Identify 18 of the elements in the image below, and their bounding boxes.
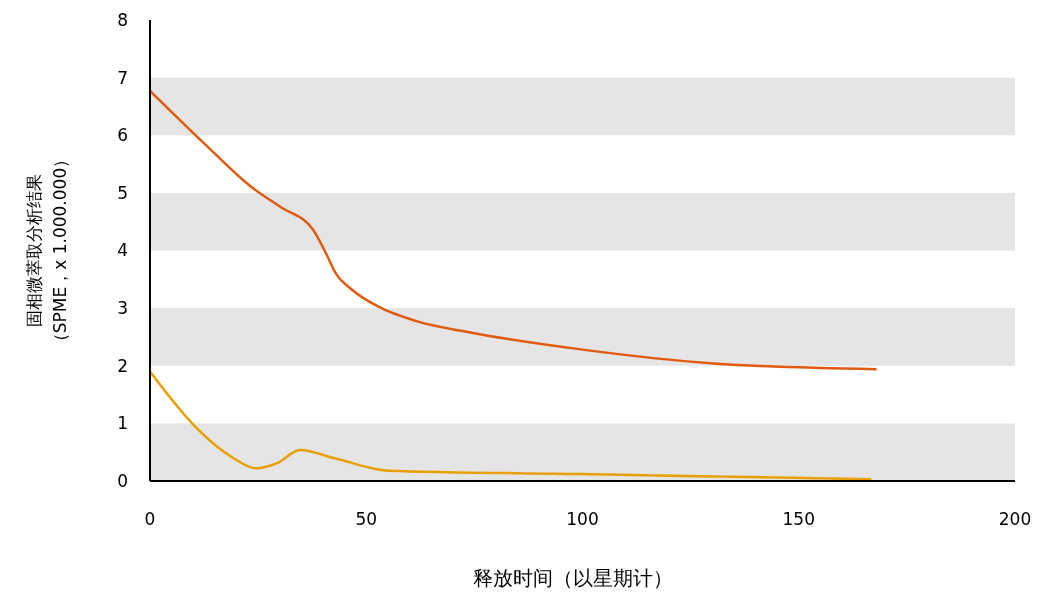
y-tick-label: 5 <box>117 182 128 203</box>
x-tick-label: 50 <box>355 509 378 529</box>
y-tick-label: 7 <box>117 67 128 88</box>
x-tick-label: 0 <box>144 509 156 529</box>
y-tick-label: 1 <box>117 413 128 434</box>
x-tick-label: 100 <box>566 509 599 529</box>
y-tick-label: 0 <box>117 470 128 491</box>
line-series <box>148 89 878 371</box>
line-series <box>148 370 873 481</box>
y-tick-label: 8 <box>117 9 128 30</box>
x-axis-title: 释放时间（以星期计） <box>472 566 673 590</box>
y-tick-label: 4 <box>117 240 128 261</box>
y-tick-label: 3 <box>117 298 128 319</box>
x-tick-label: 150 <box>782 509 815 529</box>
x-tick-label: 200 <box>998 509 1032 529</box>
y-tick-label: 2 <box>117 355 128 376</box>
y-tick-label: 6 <box>117 125 128 146</box>
y-axis-title: 固相微萃取分析结果（SPME，x 1.000.000） <box>24 150 70 351</box>
